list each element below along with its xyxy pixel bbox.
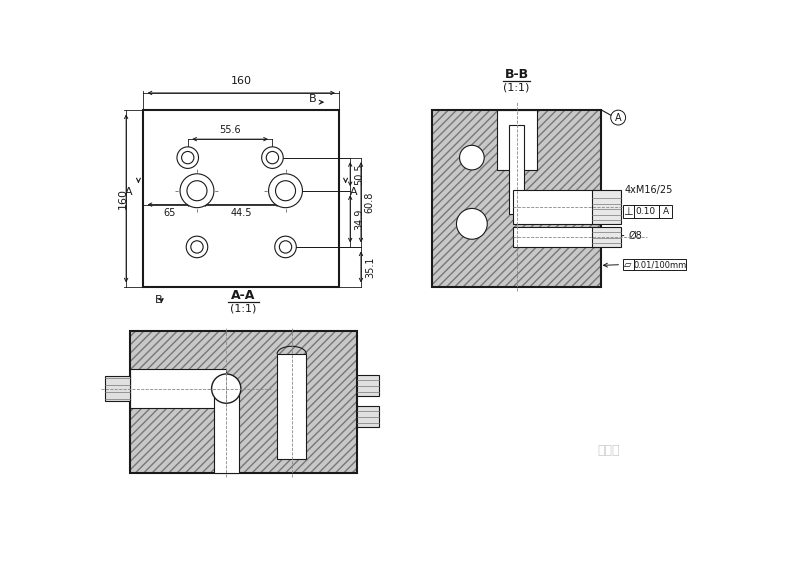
Text: A-A: A-A <box>231 289 255 301</box>
Bar <box>357 406 378 427</box>
Text: 0.10: 0.10 <box>636 207 656 216</box>
Bar <box>432 110 601 287</box>
Circle shape <box>180 174 214 208</box>
Circle shape <box>177 147 198 168</box>
Bar <box>130 370 226 408</box>
Text: A: A <box>663 207 669 216</box>
Bar <box>143 110 340 287</box>
Text: (1:1): (1:1) <box>503 83 530 93</box>
Text: 90: 90 <box>228 425 239 437</box>
Text: 44.5: 44.5 <box>231 208 252 218</box>
Text: 35.1: 35.1 <box>365 256 374 278</box>
Bar <box>105 377 130 401</box>
Circle shape <box>457 208 487 239</box>
Text: Ø8: Ø8 <box>628 230 642 240</box>
Circle shape <box>266 151 279 164</box>
Circle shape <box>187 181 207 201</box>
Circle shape <box>275 236 296 258</box>
Bar <box>432 110 601 287</box>
Text: A: A <box>615 112 622 123</box>
Circle shape <box>269 174 303 208</box>
Circle shape <box>182 151 194 164</box>
Circle shape <box>460 146 484 170</box>
Text: 4xM16/25: 4xM16/25 <box>624 185 673 195</box>
Text: 160: 160 <box>231 76 252 86</box>
Circle shape <box>276 181 295 201</box>
Bar <box>277 354 307 459</box>
Text: B: B <box>309 94 316 104</box>
Circle shape <box>261 147 283 168</box>
Text: (1:1): (1:1) <box>230 304 257 314</box>
Text: ⏥: ⏥ <box>624 260 632 269</box>
Bar <box>513 190 601 224</box>
Text: B-B: B-B <box>505 68 529 81</box>
Bar <box>496 110 536 170</box>
Text: 55.6: 55.6 <box>220 125 241 135</box>
Bar <box>623 259 686 270</box>
Circle shape <box>212 374 241 403</box>
Text: 58: 58 <box>294 400 304 413</box>
Circle shape <box>186 236 208 258</box>
Bar <box>509 125 525 214</box>
Text: 60.8: 60.8 <box>365 191 374 213</box>
Bar <box>592 227 621 247</box>
Bar <box>623 205 672 218</box>
Bar <box>130 331 357 473</box>
Text: B: B <box>155 294 162 305</box>
Text: 新液压: 新液压 <box>598 443 620 457</box>
Text: 50.5: 50.5 <box>354 164 364 185</box>
Bar <box>357 375 378 396</box>
Bar <box>592 190 621 224</box>
Text: A: A <box>126 187 133 197</box>
Bar <box>513 227 601 247</box>
Bar <box>130 331 357 473</box>
Text: 34.9: 34.9 <box>354 208 364 229</box>
Text: A: A <box>349 187 357 197</box>
Text: 160: 160 <box>118 188 128 209</box>
Circle shape <box>191 241 203 253</box>
Text: 0.01/100mm: 0.01/100mm <box>634 260 687 269</box>
Bar <box>214 389 239 473</box>
Text: 65: 65 <box>164 208 176 218</box>
Circle shape <box>280 241 292 253</box>
Text: ⊥: ⊥ <box>623 207 633 217</box>
